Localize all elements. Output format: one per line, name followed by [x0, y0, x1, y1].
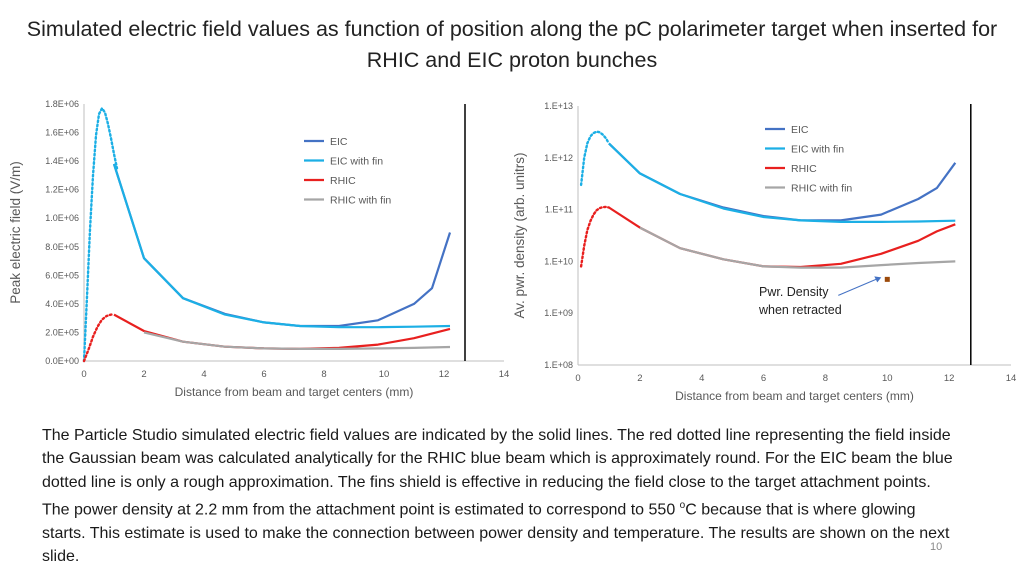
x-tick-label: 6 — [261, 369, 266, 380]
series-line-rhic-with-fin — [143, 331, 451, 350]
series-line-eic-with-fin — [112, 163, 451, 329]
x-tick-label: 8 — [823, 373, 828, 384]
legend-label-rhic: RHIC — [330, 175, 356, 187]
x-tick-label: 8 — [321, 369, 326, 380]
y-tick-label: 2.0E+05 — [45, 327, 79, 337]
peak-electric-field-chart-svg: 0.0E+00 2.0E+05 4.0E+05 6.0E+05 8.0E+05 1.0E+… — [8, 99, 510, 399]
x-tick-label: 2 — [637, 373, 642, 384]
y-tick-label: 1.0E+06 — [45, 213, 79, 223]
legend-label-eic: EIC — [791, 124, 809, 136]
x-tick-label: 2 — [141, 369, 146, 380]
series-line-eic-with-fin — [608, 142, 956, 224]
x-tick-label: 4 — [201, 369, 206, 380]
y-tick-label: 1.4E+06 — [45, 156, 79, 166]
y-tick-label: 1.E+08 — [544, 360, 573, 370]
y-tick-label: 1.E+13 — [544, 101, 573, 111]
y-tick-label: 1.8E+06 — [45, 99, 79, 109]
body-text-part2: C because that is where glowing starts. … — [42, 501, 950, 566]
x-tick-label: 14 — [1006, 373, 1017, 384]
x-tick-label: 12 — [944, 373, 955, 384]
y-tick-label: 8.0E+05 — [45, 242, 79, 252]
x-tick-label: 6 — [761, 373, 766, 384]
legend-label-eic: EIC — [330, 136, 348, 148]
body-paragraph: The Particle Studio simulated electric f… — [42, 424, 962, 569]
series-line-eic-fin-dotted — [82, 107, 119, 363]
x-tick-label: 14 — [499, 369, 510, 380]
legend-label-rhic: RHIC — [791, 163, 817, 175]
retracted-annotation: Pwr. Density when retracted — [759, 285, 842, 317]
y-tick-label: 0.0E+00 — [45, 356, 79, 366]
legend-label-rhic-with-fin: RHIC with fin — [330, 195, 391, 207]
x-tick-label: 10 — [379, 369, 390, 380]
series-line-rhic — [113, 313, 451, 350]
page-number: 10 — [930, 541, 943, 553]
series-line-rhic-dotted — [579, 205, 611, 268]
series-line-rhic-dotted — [82, 313, 116, 363]
x-tick-label: 4 — [699, 373, 704, 384]
legend-label-eic-with-fin: EIC with fin — [791, 144, 844, 156]
series-line-eic — [112, 163, 452, 328]
y-tick-label: 1.2E+06 — [45, 185, 79, 195]
y-tick-label: 6.0E+05 — [45, 270, 79, 280]
slide-title: Simulated electric field values as funct… — [26, 17, 998, 72]
x-tick-label: 12 — [439, 369, 450, 380]
y-tick-label: 1.E+11 — [545, 205, 573, 215]
x-tick-label: 10 — [882, 373, 893, 384]
x-tick-label: 0 — [575, 373, 580, 384]
x-axis-title: Distance from beam and target centers (m… — [175, 385, 414, 399]
retracted-power-density-marker — [884, 276, 890, 282]
y-tick-label: 4.0E+05 — [45, 299, 79, 309]
annotation-arrow-line — [838, 277, 879, 296]
body-text-part1: The Particle Studio simulated electric f… — [42, 427, 953, 519]
y-tick-label: 1.E+09 — [544, 308, 573, 318]
peak-electric-field-chart: 0.0E+00 2.0E+05 4.0E+05 6.0E+05 8.0E+05 1.0E+… — [4, 96, 520, 406]
x-tick-label: 0 — [81, 369, 86, 380]
power-density-chart-svg: 1.E+08 1.E+09 1.E+10 1.E+11 1.E+12 1.E+13 0 2 4 6… — [512, 101, 1017, 403]
y-axis-title: Peak electric field (V/m) — [8, 161, 23, 304]
y-tick-label: 1.E+10 — [544, 256, 573, 266]
series-line-eic-fin-dotted — [579, 130, 611, 187]
legend-label-rhic-with-fin: RHIC with fin — [791, 183, 852, 195]
series-line-rhic-with-fin — [639, 226, 956, 269]
legend-label-eic-with-fin: EIC with fin — [330, 156, 383, 168]
degree-superscript: o — [679, 500, 686, 512]
annotation-arrowhead — [874, 276, 882, 283]
y-tick-label: 1.6E+06 — [45, 128, 79, 138]
series-line-eic — [608, 142, 957, 222]
power-density-chart: 1.E+08 1.E+09 1.E+10 1.E+11 1.E+12 1.E+13 0 2 4 6… — [510, 96, 1022, 412]
x-axis-title: Distance from beam and target centers (m… — [675, 389, 914, 403]
y-tick-label: 1.E+12 — [544, 153, 573, 163]
y-axis-title: Av. pwr. density (arb. unitrs) — [512, 152, 527, 318]
